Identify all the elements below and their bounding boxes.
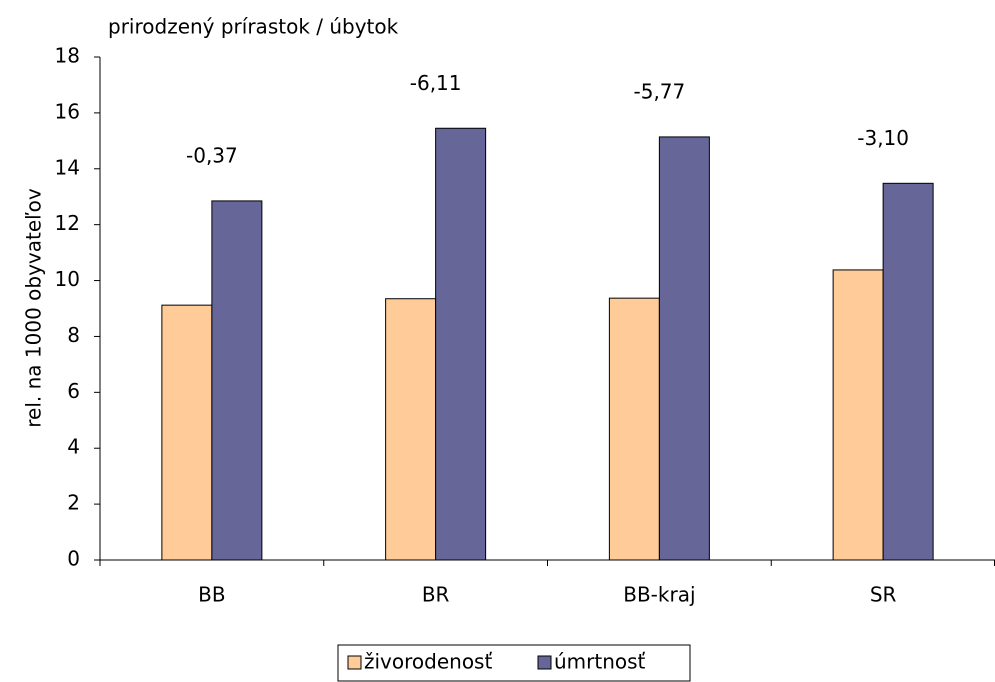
bar [211,200,263,561]
bar [882,182,934,561]
bar [435,127,487,561]
annotation: -5,77 [634,79,686,103]
bar [608,297,660,561]
legend-label: živorodenosť [364,650,492,674]
y-tick-label: 10 [55,267,80,291]
y-tick-label: 6 [67,379,80,403]
y-tick-label: 12 [55,211,80,235]
y-axis-label: rel. na 1000 obyvateľov [22,188,46,428]
y-tick-label: 2 [67,491,80,515]
bar [161,304,213,561]
y-tick-label: 4 [67,435,80,459]
x-tick-label: BR [422,583,450,607]
x-tick-label: SR [870,583,897,607]
y-tick-label: 8 [67,323,80,347]
legend-swatch [347,655,362,670]
y-tick-label: 14 [55,155,80,179]
y-tick-label: 0 [67,547,80,571]
annotation: -6,11 [410,71,462,95]
y-tick-label: 16 [55,99,80,123]
bar [658,136,710,561]
x-tick-label: BB-kraj [623,583,695,607]
y-tick-label: 18 [55,44,80,68]
bar [832,269,884,561]
legend-label: úmrtnosť [554,650,646,674]
legend-swatch [537,655,552,670]
legend-box [337,644,691,682]
annotation: -0,37 [186,143,238,167]
x-tick-label: BB [198,583,225,607]
chart-title: prirodzený prírastok / úbytok [108,15,399,39]
bar [385,298,437,561]
annotation: -3,10 [857,126,909,150]
